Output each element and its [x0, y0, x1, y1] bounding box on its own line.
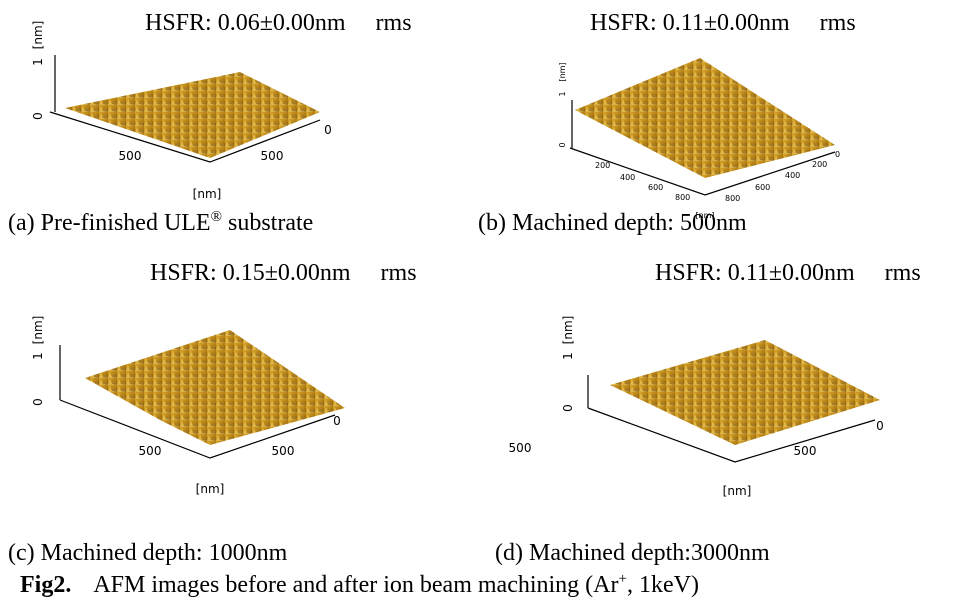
x-tick: 400 — [620, 173, 635, 182]
z-tick: 0 — [31, 398, 45, 406]
hsfr-title: HSFR: 0.15±0.00nm rms — [150, 260, 417, 286]
text: substrate — [222, 210, 313, 236]
x-tick: 0 — [324, 123, 332, 137]
x-tick: 500 — [272, 444, 295, 458]
x-unit: [nm] — [723, 484, 752, 498]
z-unit: [nm] — [31, 316, 45, 345]
text: HSFR: 0.11±0.00nm — [655, 260, 855, 286]
z-tick: 1 — [558, 91, 567, 96]
axis — [49, 111, 321, 163]
text: ® — [211, 209, 222, 225]
x-tick: 600 — [648, 183, 663, 192]
text: HSFR: 0.06±0.00nm — [145, 10, 346, 36]
x-unit: [nm] — [193, 187, 222, 201]
text: rms — [885, 260, 921, 286]
text: HSFR: 0.11±0.00nm — [590, 10, 790, 36]
x-tick: 500 — [119, 149, 142, 163]
x-tick: 500 — [509, 441, 532, 455]
caption: (c) Machined depth: 1000nm — [8, 540, 288, 566]
hsfr-title: HSFR: 0.11±0.00nm rms — [590, 10, 856, 36]
x-tick: 500 — [139, 444, 162, 458]
afm-surface — [610, 340, 880, 445]
y-tick: 0 — [835, 150, 840, 159]
hsfr-title: HSFR: 0.06±0.00nm rms — [145, 10, 412, 36]
z-tick: 0 — [558, 142, 567, 147]
z-tick: 1 — [31, 352, 45, 360]
z-tick: 0 — [561, 404, 575, 412]
caption: (b) Machined depth: 500nm — [478, 210, 747, 236]
text: (a) Pre-finished ULE — [8, 210, 211, 236]
afm-surface — [575, 58, 835, 178]
text: rms — [381, 260, 417, 286]
text: rms — [376, 10, 412, 36]
y-tick: 600 — [755, 183, 770, 192]
y-tick: 800 — [725, 194, 740, 203]
figure-caption: Fig2. AFM images before and after ion bea… — [20, 571, 699, 598]
axis — [59, 399, 336, 459]
z-unit: [nm] — [558, 62, 567, 81]
x-unit: [nm] — [695, 211, 714, 220]
axis — [587, 407, 876, 463]
z-tick: 0 — [31, 112, 45, 120]
x-tick: 0 — [333, 414, 341, 428]
afm-surface — [65, 72, 320, 158]
x-unit: [nm] — [196, 482, 225, 496]
text: AFM images before and after ion beam mac… — [93, 572, 618, 598]
axis — [569, 147, 836, 196]
text: rms — [820, 10, 856, 36]
z-tick: 1 — [561, 352, 575, 360]
x-tick: 800 — [675, 193, 690, 202]
y-tick: 200 — [812, 160, 827, 169]
x-tick: 0 — [876, 419, 884, 433]
x-tick: 500 — [261, 149, 284, 163]
caption: (a) Pre-finished ULE® substrate — [8, 209, 313, 236]
text: HSFR: 0.15±0.00nm — [150, 260, 351, 286]
hsfr-title: HSFR: 0.11±0.00nm rms — [655, 260, 921, 286]
text: + — [619, 571, 627, 587]
y-tick: 400 — [785, 171, 800, 180]
caption: (d) Machined depth:3000nm — [495, 540, 770, 566]
afm-surface — [85, 330, 345, 445]
x-tick: 200 — [595, 161, 610, 170]
text: Fig2. — [20, 572, 71, 598]
text: , 1keV) — [627, 572, 699, 598]
z-unit: [nm] — [31, 21, 45, 50]
z-unit: [nm] — [561, 316, 575, 345]
z-tick: 1 — [31, 58, 45, 66]
x-tick: 500 — [794, 444, 817, 458]
